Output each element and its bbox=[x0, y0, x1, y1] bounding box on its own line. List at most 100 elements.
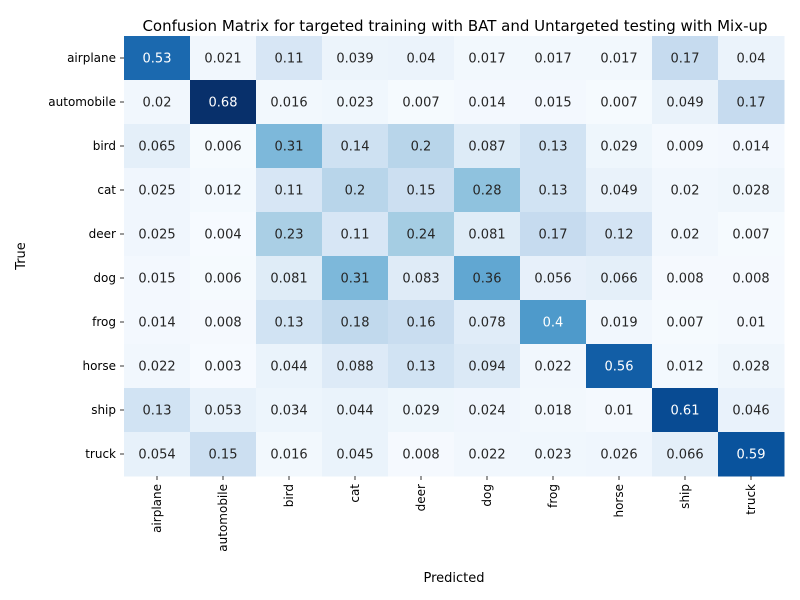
heatmap-cell bbox=[652, 344, 719, 389]
x-tick-label: automobile bbox=[216, 484, 230, 552]
cell-value-label: 0.007 bbox=[402, 96, 439, 111]
cell-value-label: 0.53 bbox=[143, 52, 172, 67]
y-axis-label: True bbox=[14, 242, 29, 271]
x-tick-label: frog bbox=[546, 484, 560, 508]
heatmap-cell bbox=[718, 124, 785, 169]
cell-value-label: 0.066 bbox=[600, 272, 637, 287]
cell-value-label: 0.13 bbox=[539, 184, 568, 199]
heatmap-cell bbox=[520, 212, 587, 257]
cell-value-label: 0.02 bbox=[671, 228, 700, 243]
heatmap-cell bbox=[586, 300, 653, 345]
heatmap-cell bbox=[520, 300, 587, 345]
cell-value-label: 0.039 bbox=[336, 52, 373, 67]
cell-value-label: 0.36 bbox=[473, 272, 502, 287]
cell-value-label: 0.083 bbox=[402, 272, 439, 287]
cell-value-label: 0.054 bbox=[138, 448, 175, 463]
heatmap-cell bbox=[586, 124, 653, 169]
cell-value-label: 0.081 bbox=[270, 272, 307, 287]
cell-value-label: 0.024 bbox=[468, 404, 505, 419]
cell-value-label: 0.014 bbox=[732, 140, 769, 155]
cell-value-label: 0.17 bbox=[671, 52, 700, 67]
heatmap-cell bbox=[190, 344, 257, 389]
y-tick-label: airplane bbox=[67, 51, 116, 65]
y-tick-label: automobile bbox=[48, 95, 116, 109]
heatmap-cell bbox=[322, 256, 389, 301]
heatmap-cell bbox=[718, 80, 785, 125]
heatmap-cell bbox=[388, 344, 455, 389]
heatmap-cell bbox=[454, 36, 521, 81]
heatmap-cell bbox=[652, 388, 719, 433]
heatmap-cell bbox=[124, 80, 191, 125]
cell-value-label: 0.31 bbox=[275, 140, 304, 155]
x-tick-label: dog bbox=[480, 484, 494, 507]
heatmap-cell bbox=[322, 124, 389, 169]
heatmap-cell bbox=[256, 256, 323, 301]
heatmap-cell bbox=[454, 388, 521, 433]
cell-value-label: 0.17 bbox=[539, 228, 568, 243]
cell-value-label: 0.088 bbox=[336, 360, 373, 375]
cell-value-label: 0.016 bbox=[270, 96, 307, 111]
y-tick-label: frog bbox=[92, 315, 116, 329]
cell-value-label: 0.13 bbox=[275, 316, 304, 331]
heatmap-cell bbox=[652, 168, 719, 213]
heatmap-cell bbox=[388, 300, 455, 345]
cell-value-label: 0.4 bbox=[543, 316, 564, 331]
y-tick-label: bird bbox=[93, 139, 116, 153]
cell-value-label: 0.029 bbox=[600, 140, 637, 155]
heatmap-cell bbox=[586, 432, 653, 477]
x-tick-label: ship bbox=[678, 484, 692, 509]
heatmap-cell bbox=[388, 124, 455, 169]
cell-value-label: 0.009 bbox=[666, 140, 703, 155]
heatmap-cell bbox=[322, 432, 389, 477]
cell-value-label: 0.053 bbox=[204, 404, 241, 419]
cell-value-label: 0.13 bbox=[539, 140, 568, 155]
heatmap-cell bbox=[718, 256, 785, 301]
heatmap-cell bbox=[256, 432, 323, 477]
cell-value-label: 0.28 bbox=[473, 184, 502, 199]
heatmap-cell bbox=[124, 256, 191, 301]
heatmap-cell bbox=[388, 212, 455, 257]
heatmap-cell bbox=[718, 212, 785, 257]
heatmap-cell bbox=[256, 124, 323, 169]
x-axis-label: Predicted bbox=[423, 571, 484, 586]
cell-value-label: 0.31 bbox=[341, 272, 370, 287]
cell-value-label: 0.022 bbox=[468, 448, 505, 463]
cell-value-label: 0.007 bbox=[600, 96, 637, 111]
heatmap-cell bbox=[718, 36, 785, 81]
x-tick-label: airplane bbox=[150, 484, 164, 533]
heatmap-cell bbox=[454, 168, 521, 213]
heatmap-cell bbox=[322, 344, 389, 389]
heatmap-cell bbox=[586, 80, 653, 125]
heatmap-cell bbox=[256, 36, 323, 81]
cell-value-label: 0.2 bbox=[345, 184, 366, 199]
heatmap-cell bbox=[454, 432, 521, 477]
heatmap-cell bbox=[520, 80, 587, 125]
cell-value-label: 0.11 bbox=[275, 184, 304, 199]
cell-value-label: 0.022 bbox=[534, 360, 571, 375]
cell-value-label: 0.01 bbox=[737, 316, 766, 331]
heatmap-cell bbox=[454, 80, 521, 125]
heatmap-cell bbox=[124, 432, 191, 477]
cell-value-label: 0.68 bbox=[209, 96, 238, 111]
cell-value-label: 0.12 bbox=[605, 228, 634, 243]
heatmap-cell bbox=[190, 80, 257, 125]
heatmap-cell bbox=[454, 212, 521, 257]
heatmap-cell bbox=[718, 168, 785, 213]
y-tick-label: ship bbox=[91, 403, 116, 417]
cell-value-label: 0.028 bbox=[732, 184, 769, 199]
heatmap-cell bbox=[124, 124, 191, 169]
cell-value-label: 0.081 bbox=[468, 228, 505, 243]
heatmap-cell bbox=[652, 212, 719, 257]
cell-value-label: 0.044 bbox=[270, 360, 307, 375]
cell-value-label: 0.59 bbox=[737, 448, 766, 463]
cell-value-label: 0.04 bbox=[407, 52, 436, 67]
heatmap-cell bbox=[256, 388, 323, 433]
x-tick-label: deer bbox=[414, 484, 428, 511]
heatmap-cell bbox=[718, 344, 785, 389]
cell-value-label: 0.023 bbox=[534, 448, 571, 463]
cell-value-label: 0.23 bbox=[275, 228, 304, 243]
heatmap-cell bbox=[652, 124, 719, 169]
cell-value-label: 0.029 bbox=[402, 404, 439, 419]
cell-value-label: 0.56 bbox=[605, 360, 634, 375]
